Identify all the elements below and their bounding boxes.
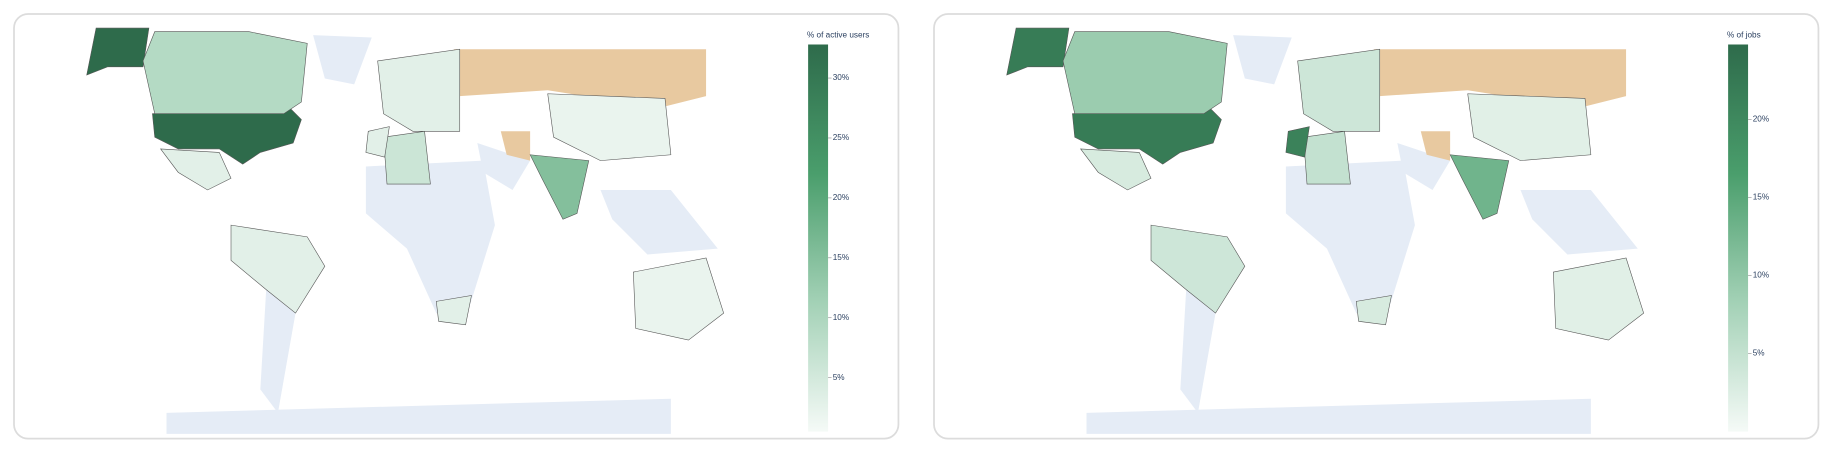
colorbar-tick-label: 30% <box>833 73 849 82</box>
land <box>477 143 531 190</box>
land <box>365 160 495 319</box>
no-data-region <box>1420 131 1451 161</box>
colorbar-tick-label: 15% <box>833 253 849 262</box>
land <box>1397 143 1451 190</box>
country <box>86 27 302 165</box>
colorbar-tick-label: 20% <box>1753 115 1769 124</box>
colorbar-tick-label: 5% <box>833 373 845 382</box>
country <box>1553 257 1645 341</box>
colorbar-tick-label: 20% <box>833 193 849 202</box>
country <box>1285 126 1310 158</box>
land <box>600 189 718 255</box>
country <box>1355 295 1392 326</box>
no-data-region <box>453 49 707 108</box>
country <box>230 224 326 314</box>
land <box>1520 189 1638 255</box>
country <box>365 126 390 158</box>
colorbar <box>808 44 829 432</box>
land <box>313 35 372 85</box>
country <box>633 257 725 341</box>
country <box>1006 27 1222 165</box>
country <box>529 154 590 220</box>
land <box>260 289 296 413</box>
country <box>160 148 232 191</box>
colorbar-tick-label: 5% <box>1753 349 1765 358</box>
land <box>1180 289 1216 413</box>
country <box>1080 148 1152 191</box>
colorbar-title: % of active users <box>807 30 869 39</box>
country <box>383 130 431 185</box>
country <box>1150 224 1246 314</box>
country <box>1449 154 1510 220</box>
country <box>1303 130 1351 185</box>
map-panel: % of jobs 5% 10% 15% 20% <box>933 13 1820 440</box>
colorbar-title: % of jobs <box>1727 30 1761 39</box>
country <box>547 93 672 161</box>
colorbar-tick-label: 25% <box>833 133 849 142</box>
no-data-region <box>500 131 531 161</box>
country <box>1062 31 1228 114</box>
country <box>1297 48 1381 132</box>
country <box>1467 93 1592 161</box>
land <box>1233 35 1292 85</box>
land <box>166 398 671 434</box>
colorbar-tick-label: 15% <box>1753 193 1769 202</box>
colorbar-tick-label: 10% <box>1753 271 1769 280</box>
map-panel: % of active users 5% 10% 15% 20% 25% 30% <box>13 13 900 440</box>
land <box>1086 398 1591 434</box>
colorbar-tick-label: 10% <box>833 313 849 322</box>
colorbar <box>1728 44 1749 432</box>
land <box>1285 160 1415 319</box>
country <box>142 31 308 114</box>
no-data-region <box>1373 49 1627 108</box>
country <box>435 295 472 326</box>
country <box>377 48 461 132</box>
